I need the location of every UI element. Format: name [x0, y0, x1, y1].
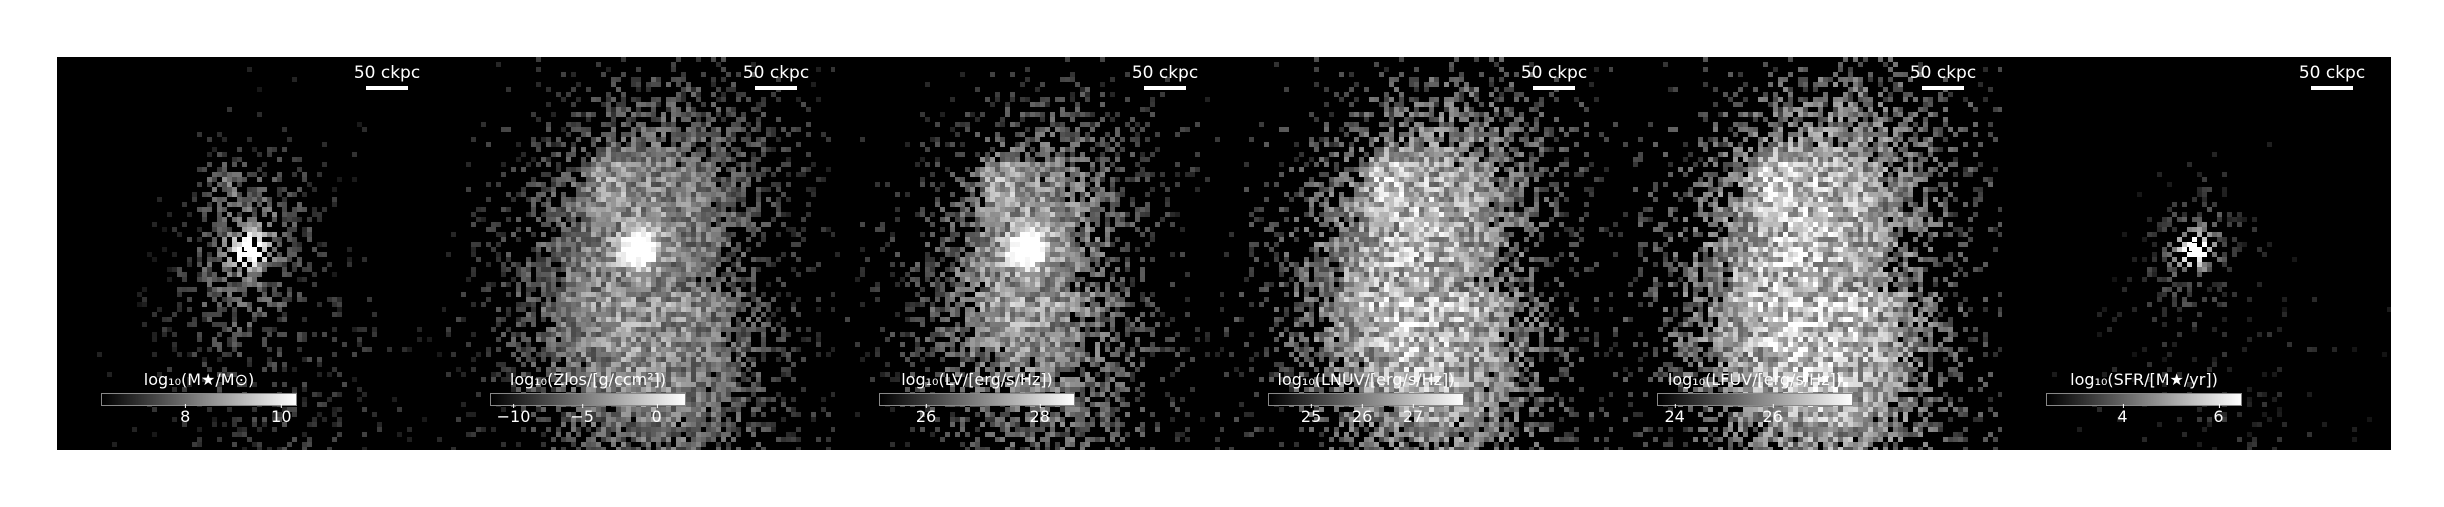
colorbar-tick-label: 25: [1300, 404, 1322, 426]
colorbar-gradient: [879, 393, 1075, 406]
scalebar-line: [2311, 86, 2353, 90]
colorbar-tick-label: 28: [1029, 404, 1050, 426]
colorbar-tick-label: 8: [180, 404, 191, 426]
map-image-metallicity: [446, 57, 835, 450]
map-panel-lum-v: 50 ckpc log₁₀(LV/[erg/s/Hz]) 26 28: [835, 57, 1224, 450]
scalebar-line: [1533, 86, 1575, 90]
map-panel-sfr: 50 ckpc log₁₀(SFR/[M★/yr]) 4 6: [2002, 57, 2391, 450]
colorbar-tick-label: 26: [1351, 404, 1373, 426]
map-image-lum-nuv: [1224, 57, 1613, 450]
map-image-lum-v: [835, 57, 1224, 450]
scalebar-label: 50 ckpc: [1131, 63, 1199, 83]
colorbar-label: log₁₀(LV/[erg/s/Hz]): [901, 370, 1053, 389]
map-image-lum-fuv: [1613, 57, 2002, 450]
colorbar-gradient: [1268, 393, 1464, 406]
scalebar: 50 ckpc: [1908, 63, 1978, 90]
scalebar-label: 50 ckpc: [1909, 63, 1977, 83]
colorbar-tick-label: −5: [570, 404, 594, 426]
colorbar-gradient: [101, 393, 297, 406]
colorbar-tick-label: 0: [651, 404, 662, 426]
map-image-sfr: [2002, 57, 2391, 450]
colorbar-gradient: [2046, 393, 2242, 406]
map-panel-stellar-mass: 50 ckpc log₁₀(M★/M⊙) 8 10: [57, 57, 446, 450]
map-panel-metallicity: 50 ckpc log₁₀(Zlos/[g/ccm²]) −10 −5 0: [446, 57, 835, 450]
colorbar-tick-label: 27: [1402, 404, 1424, 426]
scalebar: 50 ckpc: [741, 63, 811, 90]
galaxy-maps-figure: 50 ckpc log₁₀(M★/M⊙) 8 10 50 ckpc log₁₀(Zlos/…: [57, 57, 2391, 450]
map-image-stellar-mass: [57, 57, 446, 450]
colorbar-ticks: 25 26 27: [1268, 404, 1464, 430]
colorbar-tick-label: 4: [2117, 404, 2128, 426]
colorbar-tick-label: 10: [271, 404, 292, 426]
scalebar-line: [366, 86, 408, 90]
colorbar-ticks: 26 28: [879, 404, 1075, 430]
colorbar-tick-label: 24: [1664, 404, 1685, 426]
scalebar-line: [1922, 86, 1964, 90]
scalebar-label: 50 ckpc: [2298, 63, 2366, 83]
colorbar-label: log₁₀(LFUV/[erg/s/Hz]): [1667, 370, 1843, 389]
map-panel-lum-nuv: 50 ckpc log₁₀(LNUV/[erg/s/Hz]) 25 26 27: [1224, 57, 1613, 450]
colorbar-label: log₁₀(Zlos/[g/ccm²]): [509, 370, 667, 389]
colorbar-ticks: 8 10: [101, 404, 297, 430]
colorbar-ticks: −10 −5 0: [490, 404, 686, 430]
scalebar: 50 ckpc: [352, 63, 422, 90]
scalebar: 50 ckpc: [1130, 63, 1200, 90]
scalebar: 50 ckpc: [1519, 63, 1589, 90]
colorbar-tick-label: 26: [1762, 404, 1783, 426]
scalebar-line: [1144, 86, 1186, 90]
colorbar-label: log₁₀(LNUV/[erg/s/Hz]): [1277, 370, 1455, 389]
colorbar-gradient: [490, 393, 686, 406]
scalebar-line: [755, 86, 797, 90]
map-panel-lum-fuv: 50 ckpc log₁₀(LFUV/[erg/s/Hz]) 24 26: [1613, 57, 2002, 450]
scalebar-label: 50 ckpc: [742, 63, 810, 83]
scalebar-label: 50 ckpc: [1520, 63, 1588, 83]
colorbar-ticks: 24 26: [1657, 404, 1853, 430]
colorbar-label: log₁₀(SFR/[M★/yr]): [2070, 370, 2218, 389]
colorbar-label: log₁₀(M★/M⊙): [143, 370, 255, 389]
scalebar-label: 50 ckpc: [353, 63, 421, 83]
colorbar-tick-label: −10: [496, 404, 531, 426]
colorbar-gradient: [1657, 393, 1853, 406]
colorbar-tick-label: 26: [915, 404, 937, 426]
scalebar: 50 ckpc: [2297, 63, 2367, 90]
colorbar-tick-label: 6: [2213, 404, 2224, 426]
